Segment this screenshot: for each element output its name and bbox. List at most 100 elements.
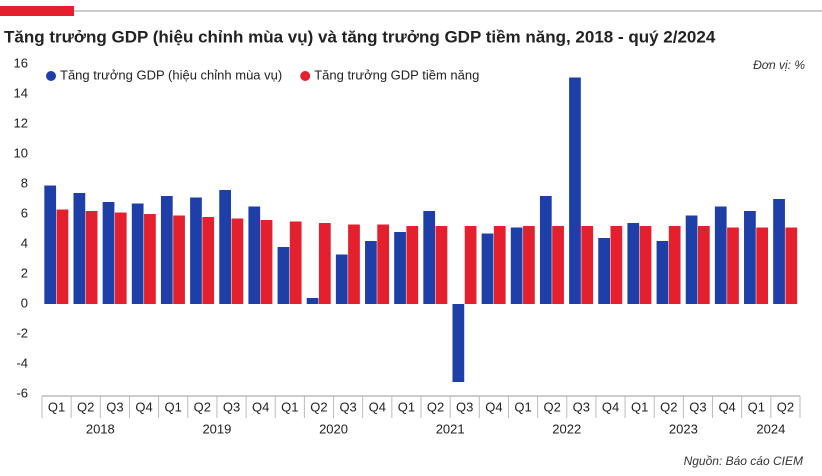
bar [114, 212, 127, 304]
bar [160, 196, 173, 304]
x-tick-label: Q2 [660, 399, 677, 414]
bar [219, 190, 231, 304]
x-tick-label: Q3 [689, 399, 706, 414]
bar [85, 211, 98, 304]
x-tick-label: Q2 [544, 399, 561, 414]
bar [523, 226, 535, 304]
x-tick-label: Q3 [456, 399, 473, 414]
source-note: Nguồn: Báo cáo CIEM [684, 454, 803, 468]
bar [714, 206, 727, 304]
bar [306, 298, 319, 304]
y-tick-label: 10 [14, 145, 28, 160]
bar [493, 226, 506, 304]
x-tick-label: Q4 [602, 399, 619, 414]
bar [348, 224, 360, 304]
bar [406, 226, 419, 304]
x-tick-label: Q4 [252, 399, 269, 414]
x-group-label: 2019 [202, 421, 231, 436]
x-group-label: 2024 [756, 421, 785, 436]
y-tick-label: 8 [21, 175, 28, 190]
legend-marker [46, 71, 56, 81]
bar [377, 224, 390, 304]
y-tick-label: -6 [16, 385, 28, 400]
x-group-label: 2018 [86, 421, 115, 436]
y-tick-label: 6 [21, 205, 28, 220]
bar [44, 185, 57, 304]
x-tick-label: Q1 [631, 399, 648, 414]
bar [627, 223, 640, 304]
bar [289, 221, 302, 304]
x-tick-label: Q4 [369, 399, 386, 414]
x-group-label: 2023 [669, 421, 698, 436]
bar [365, 241, 377, 304]
x-tick-label: Q2 [777, 399, 794, 414]
x-tick-label: Q1 [748, 399, 765, 414]
unit-note: Đơn vị: % [753, 58, 805, 72]
bar [569, 77, 581, 304]
x-tick-label: Q3 [339, 399, 356, 414]
y-tick-label: 0 [21, 295, 28, 310]
bar [685, 215, 698, 304]
legend-marker [300, 71, 311, 81]
y-tick-label: 16 [14, 55, 28, 70]
bar [318, 223, 331, 304]
bar [756, 227, 769, 304]
bar [73, 193, 86, 304]
y-tick-label: -2 [16, 325, 28, 340]
legend-label: Tăng trưởng GDP tiềm năng [314, 67, 479, 82]
bar [452, 304, 465, 382]
bar [173, 215, 185, 304]
bar [335, 254, 348, 304]
x-tick-label: Q3 [106, 399, 123, 414]
bar [510, 227, 523, 304]
bar [277, 247, 290, 304]
x-tick-label: Q1 [514, 399, 531, 414]
bar [435, 226, 448, 304]
bar [639, 226, 652, 304]
y-tick-label: 4 [21, 235, 28, 250]
bar [539, 196, 552, 304]
x-tick-label: Q1 [165, 399, 182, 414]
x-tick-label: Q1 [398, 399, 415, 414]
legend-label: Tăng trưởng GDP (hiệu chỉnh mùa vụ) [60, 67, 282, 82]
bar [656, 241, 669, 304]
chart-title: Tăng trưởng GDP (hiệu chỉnh mùa vụ) và t… [4, 27, 716, 46]
x-tick-label: Q3 [573, 399, 590, 414]
bar [248, 206, 261, 304]
x-tick-label: Q4 [718, 399, 735, 414]
bar [610, 226, 623, 304]
bar [260, 220, 273, 304]
x-tick-label: Q4 [485, 399, 502, 414]
decor-bar [0, 6, 74, 16]
bar [785, 227, 798, 304]
x-group-label: 2022 [552, 421, 581, 436]
bar [552, 226, 564, 304]
bar [773, 199, 785, 304]
bar [394, 232, 406, 304]
bar [581, 226, 594, 304]
x-tick-label: Q2 [310, 399, 327, 414]
bar [744, 211, 756, 304]
bar [190, 197, 202, 304]
bar [481, 233, 494, 304]
bar [144, 214, 156, 304]
y-tick-label: 12 [14, 115, 28, 130]
y-tick-label: -4 [16, 355, 28, 370]
x-group-label: 2021 [436, 421, 465, 436]
x-tick-label: Q4 [135, 399, 152, 414]
bar [131, 203, 144, 304]
x-tick-label: Q2 [427, 399, 444, 414]
bar [668, 226, 681, 304]
x-tick-label: Q2 [194, 399, 211, 414]
bar [202, 217, 215, 304]
bar [727, 227, 739, 304]
bar [231, 218, 244, 304]
decor-line [74, 10, 822, 12]
y-tick-label: 14 [14, 85, 28, 100]
x-tick-label: Q2 [77, 399, 94, 414]
x-tick-label: Q3 [223, 399, 240, 414]
y-tick-label: 2 [21, 265, 28, 280]
x-tick-label: Q1 [48, 399, 65, 414]
bar [598, 238, 610, 304]
